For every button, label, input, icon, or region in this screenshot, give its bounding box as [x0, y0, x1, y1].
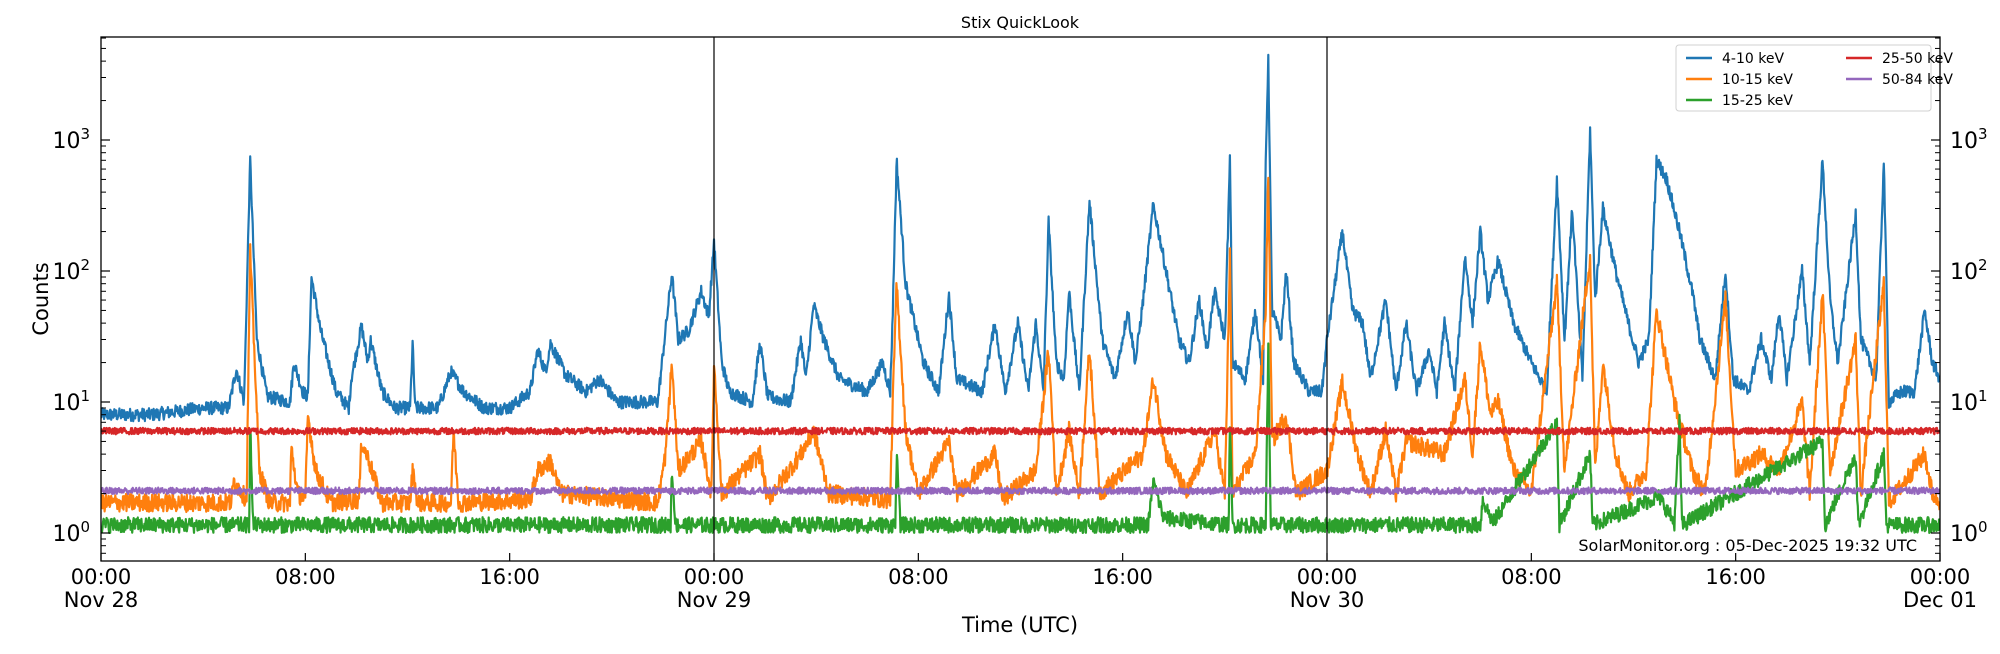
legend: 4-10 keV 10-15 keV 15-25 keV 25-50 keV 50-84…: [1675, 44, 1953, 112]
plot-frame: [100, 36, 1941, 562]
legend-label: 4-10 keV: [1722, 51, 1784, 67]
x-tick-label-date: Nov 28: [64, 588, 138, 612]
x-tick-label-time: 08:00: [888, 565, 949, 589]
x-tick-label-time: 00:00: [71, 565, 132, 589]
x-tick-label-time: 00:00: [684, 565, 745, 589]
y-tick-label-left: 103: [52, 125, 90, 154]
x-tick-label-time: 08:00: [1501, 565, 1562, 589]
series-line-4-10-keV: [101, 53, 1940, 423]
y-tick-label-right: 102: [1950, 256, 1988, 285]
x-tick-label-date: Nov 29: [677, 588, 751, 612]
y-tick-label-left: 101: [52, 387, 90, 416]
series-line-15-25-keV: [101, 342, 1940, 534]
x-tick-label-time: 16:00: [1092, 565, 1153, 589]
y-tick-label-left: 102: [52, 256, 90, 285]
x-tick-label-date: Dec 01: [1903, 588, 1977, 612]
legend-label: 15-25 keV: [1722, 93, 1793, 109]
legend-label: 25-50 keV: [1882, 51, 1953, 67]
legend-box: [1675, 44, 1932, 112]
x-axis-label: Time (UTC): [961, 613, 1078, 637]
legend-label: 50-84 keV: [1882, 72, 1953, 88]
y-tick-label-right: 101: [1950, 387, 1988, 416]
y-axis-label: Counts: [29, 262, 53, 335]
x-tick-label-time: 00:00: [1297, 565, 1358, 589]
watermark-annotation: SolarMonitor.org : 05-Dec-2025 19:32 UTC: [1578, 536, 1917, 555]
series-line-10-15-keV: [101, 176, 1940, 514]
series-layer: [101, 53, 1940, 534]
legend-label: 10-15 keV: [1722, 72, 1793, 88]
y-tick-label-right: 103: [1950, 125, 1988, 154]
x-tick-label-date: Nov 30: [1290, 588, 1364, 612]
x-tick-label-time: 16:00: [479, 565, 540, 589]
x-tick-label-time: 08:00: [275, 565, 336, 589]
x-tick-label-time: 00:00: [1910, 565, 1971, 589]
x-tick-label-time: 16:00: [1705, 565, 1766, 589]
chart-title: Stix QuickLook: [961, 13, 1080, 32]
series-line-25-50-keV: [101, 426, 1940, 436]
series-line-50-84-keV: [101, 486, 1940, 496]
y-tick-label-left: 100: [52, 518, 90, 547]
y-tick-label-right: 100: [1950, 518, 1988, 547]
